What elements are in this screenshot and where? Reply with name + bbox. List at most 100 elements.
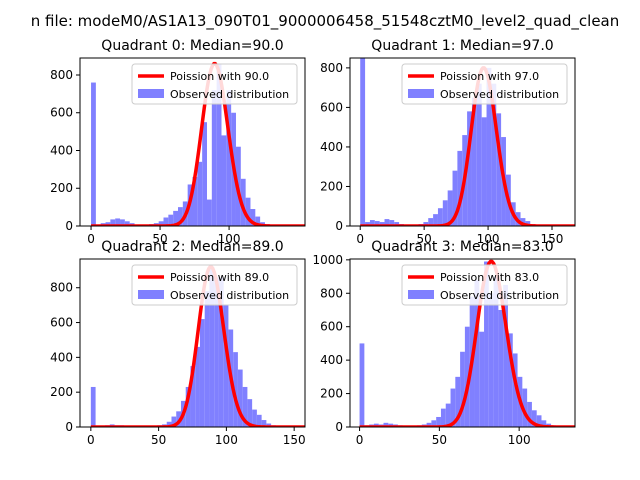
quadrant-2-axes-frame [79,258,306,428]
x-tick-label: 100 [508,433,531,447]
observed-bar [428,218,434,226]
observed-bar [218,277,224,427]
observed-bar [247,399,253,427]
observed-bar [365,222,370,226]
x-tick-label: 100 [218,232,241,246]
observed-bar [256,414,262,427]
observed-bar [471,97,477,226]
x-tick-label: 50 [152,232,167,246]
y-tick-label: 600 [320,100,343,114]
observed-bar [467,111,472,226]
legend-observed-swatch [408,89,434,98]
y-tick-label: 600 [50,316,73,330]
legend-observed-label: Observed distribution [440,289,559,302]
observed-bar [110,219,116,226]
observed-bar [185,386,191,427]
x-tick-label: 150 [283,433,306,447]
observed-bar [488,293,494,427]
observed-bar [240,178,246,226]
y-tick-label: 200 [50,385,73,399]
observed-bar [491,83,497,226]
quadrant-panels: 0 50 100 0 200 400 600 800 Quadrant 0: Median=90… [50,38,576,447]
figure-suptitle: n file: modeM0/AS1A13_090T01_9000006458_… [31,12,620,31]
legend-poisson-label: Poission with 97.0 [440,70,539,83]
observed-bar [237,369,243,427]
y-tick-label: 200 [50,181,73,195]
x-tick-label: 100 [215,433,238,447]
observed-bar [455,376,461,427]
observed-bar [493,276,499,427]
legend-box [131,264,298,306]
y-tick-label: 800 [320,286,343,300]
observed-bar [124,221,130,226]
observed-bar [474,279,480,427]
observed-bar [536,415,542,427]
y-tick-label: 800 [50,281,73,295]
y-tick-label: 600 [50,106,73,120]
x-tick-label: 100 [477,232,500,246]
legend-observed-swatch [138,290,164,299]
legend-observed-label: Observed distribution [170,289,289,302]
observed-bar [481,117,487,226]
quadrant-0-axes-frame [79,57,306,227]
y-tick-label: 200 [320,179,343,193]
quadrant-0-title: Quadrant 0: Median=90.0 [101,38,283,54]
observed-bar [374,221,380,226]
observed-bar [242,386,248,427]
observed-bar [252,409,257,427]
x-tick-label: 50 [417,232,432,246]
observed-bar [476,83,482,226]
quadrant-3-legend: Poission with 83.0 Observed distribution [401,264,568,306]
quadrant-1-plot-area [359,58,575,226]
observed-bar [171,416,177,427]
quadrant-3-plot-area [359,259,575,427]
observed-bar [503,284,508,427]
observed-bar [250,209,256,226]
observed-bar [442,200,448,226]
observed-bar [426,422,432,427]
observed-bar [527,401,532,427]
observed-bar [484,261,489,427]
x-tick-label: 0 [87,433,95,447]
observed-bar [512,353,518,427]
quadrant-0-legend: Poission with 90.0 Observed distribution [131,63,298,105]
observed-bar [507,333,513,427]
observed-bar [209,266,215,427]
observed-bar [457,150,463,226]
y-tick-label: 400 [320,353,343,367]
observed-bar [440,408,446,427]
observed-bar [199,319,205,427]
legend-box [401,63,568,105]
quadrant-2-title: Quadrant 2: Median=89.0 [101,239,283,255]
legend-observed-swatch [408,290,434,299]
observed-bar [261,420,267,427]
quadrant-1-chart: 0 50 100 150 0 200 400 600 800 Quadrant 1: Median… [320,38,576,246]
observed-bar [450,388,456,427]
observed-bar [394,222,400,226]
observed-bar [120,219,125,226]
observed-bar [223,305,229,427]
quadrant-1-legend: Poission with 97.0 Observed distribution [401,63,568,105]
observed-bar [479,331,485,427]
observed-bar [452,170,458,226]
observed-bar [202,122,207,226]
observed-bar [436,416,441,427]
observed-bar [379,222,385,226]
observed-bar [460,351,465,427]
observed-bar [541,420,547,427]
observed-bar [486,67,492,226]
y-tick-label: 400 [320,140,343,154]
observed-bar [437,208,443,226]
y-tick-label: 0 [65,420,73,434]
poisson-curve [359,259,575,427]
observed-bar [214,277,219,427]
observed-bar [204,291,210,427]
y-tick-label: 0 [335,420,343,434]
quadrant-0-chart: 0 50 100 0 200 400 600 800 Quadrant 0: Median=90… [50,38,306,246]
observed-bar [431,420,437,427]
observed-bar [176,411,181,427]
legend-observed-swatch [138,89,164,98]
y-tick-label: 800 [320,61,343,75]
observed-bar [522,388,528,427]
